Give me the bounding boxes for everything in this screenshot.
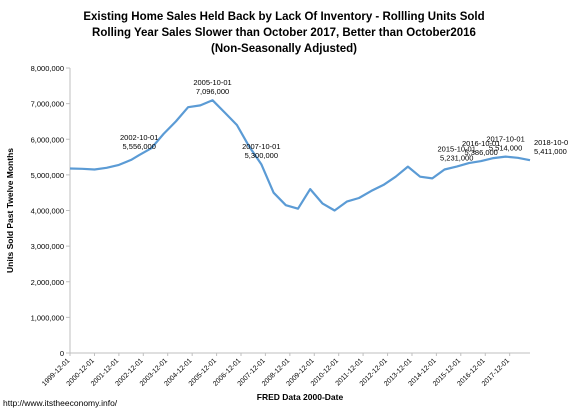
title-line-2: Rolling Year Sales Slower than October 2…	[92, 27, 476, 39]
annotation-label: 2002-10-015,556,000	[120, 133, 158, 151]
y-tick-label: 8,000,000	[31, 64, 64, 73]
series-line	[69, 99, 531, 212]
annotation-label: 2005-10-017,096,000	[193, 78, 231, 96]
annotation-date: 2005-10-01	[193, 78, 231, 87]
annotation-label: 2016-10-015,386,000	[462, 139, 500, 157]
annotation-date: 2018-10-01	[534, 138, 568, 147]
y-tick-label: 7,000,000	[31, 100, 64, 109]
y-tick-label: 1,000,000	[31, 313, 64, 322]
chart-axes	[69, 68, 530, 354]
annotation-date: 2016-10-01	[462, 139, 500, 148]
annotation-label: 2018-10-015,411,000	[534, 138, 568, 156]
annotation-value: 5,556,000	[123, 142, 156, 151]
y-axis-label: Units Sold Past Twelve Months	[5, 148, 15, 273]
annotation-value: 5,386,000	[464, 148, 497, 157]
y-tick-label: 3,000,000	[31, 242, 64, 251]
annotation-value: 5,514,000	[489, 144, 522, 153]
annotation-value: 7,096,000	[196, 87, 229, 96]
chart-title: Existing Home Sales Held Back by Lack Of…	[0, 9, 568, 57]
annotation-value: 5,300,000	[245, 151, 278, 160]
annotation-label: 2017-10-015,514,000	[486, 135, 524, 153]
annotation-date: 2007-10-01	[242, 142, 280, 151]
annotation-value: 5,231,000	[440, 154, 473, 163]
annotation-label: 2015-10-015,231,000	[438, 145, 476, 163]
annotation-value: 5,411,000	[534, 147, 567, 156]
title-line-3: (Non-Seasonally Adjusted)	[211, 43, 357, 55]
annotation-date: 2017-10-01	[486, 135, 524, 144]
annotation-date: 2002-10-01	[120, 133, 158, 142]
x-axis-label: FRED Data 2000-Date	[257, 392, 344, 402]
y-tick-labels: 0 1,000,000 2,000,000 3,000,000 4,000,000 5,0…	[31, 64, 70, 358]
y-tick-label: 2,000,000	[31, 278, 64, 287]
source-credit: http://www.itstheeconomy.info/	[3, 398, 118, 408]
y-tick-label: 5,000,000	[31, 171, 64, 180]
y-tick-label: 4,000,000	[31, 207, 64, 216]
x-tick-labels: 1999-12-012000-12-012001-12-012002-12-01…	[41, 353, 511, 388]
y-tick-label: 6,000,000	[31, 135, 64, 144]
y-tick-label: 0	[60, 349, 64, 358]
annotation-label: 2007-10-015,300,000	[242, 142, 280, 160]
title-line-1: Existing Home Sales Held Back by Lack Of…	[83, 11, 485, 23]
annotations: 2002-10-015,556,0002005-10-017,096,00020…	[120, 78, 568, 162]
annotation-date: 2015-10-01	[438, 145, 476, 154]
